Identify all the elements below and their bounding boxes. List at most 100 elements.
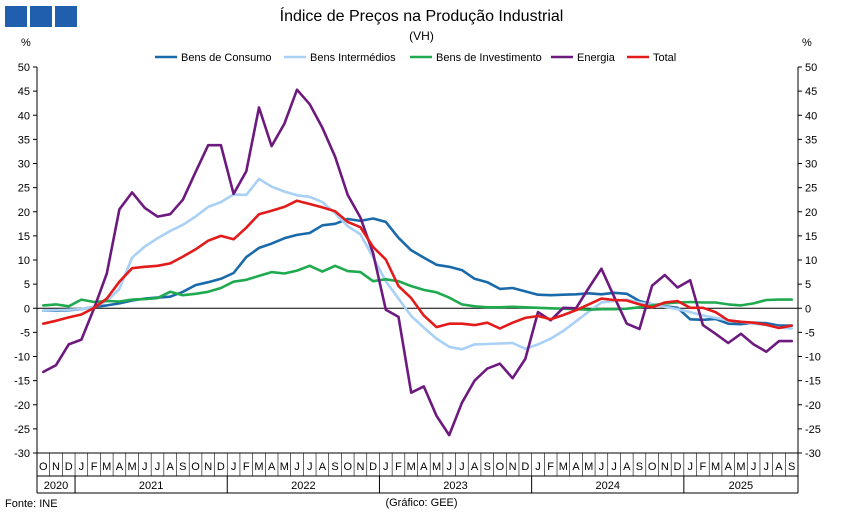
y-tick-label-left: 0 bbox=[24, 303, 30, 315]
year-label: 2022 bbox=[291, 480, 315, 492]
y-tick-label-right: 15 bbox=[805, 231, 817, 243]
y-tick-label-right: 10 bbox=[805, 255, 817, 267]
month-label: D bbox=[217, 461, 225, 473]
month-label: N bbox=[204, 461, 212, 473]
month-label: S bbox=[484, 461, 491, 473]
month-label: J bbox=[751, 461, 757, 473]
month-label: O bbox=[343, 461, 352, 473]
month-label: M bbox=[407, 461, 416, 473]
month-label: J bbox=[459, 461, 465, 473]
month-label: A bbox=[725, 461, 733, 473]
legend-label: Total bbox=[653, 52, 676, 64]
y-tick-label-left: -5 bbox=[20, 327, 30, 339]
y-tick-label-left: 10 bbox=[18, 255, 30, 267]
month-label: M bbox=[432, 461, 441, 473]
legend-label: Bens de Investimento bbox=[436, 52, 542, 64]
year-label: 2021 bbox=[139, 480, 163, 492]
month-label: M bbox=[128, 461, 137, 473]
legend-label: Energia bbox=[577, 52, 616, 64]
y-axis-unit-left: % bbox=[21, 37, 31, 49]
y-tick-label-right: -20 bbox=[805, 400, 821, 412]
chart-subtitle: (VH) bbox=[409, 29, 434, 43]
y-tick-label-right: 25 bbox=[805, 183, 817, 195]
y-tick-label-right: -5 bbox=[805, 327, 815, 339]
month-label: J bbox=[687, 461, 693, 473]
month-label: J bbox=[307, 461, 313, 473]
month-label: A bbox=[116, 461, 124, 473]
month-label: M bbox=[736, 461, 745, 473]
series-line-bens-intermédios bbox=[41, 177, 794, 351]
logo-block bbox=[55, 6, 77, 27]
year-label: 2025 bbox=[729, 480, 753, 492]
y-tick-label-left: 45 bbox=[18, 86, 30, 98]
y-tick-label-right: 50 bbox=[805, 62, 817, 74]
y-tick-label-right: -10 bbox=[805, 352, 821, 364]
month-label: A bbox=[420, 461, 428, 473]
y-tick-label-right: -30 bbox=[805, 448, 821, 460]
month-label: N bbox=[661, 461, 669, 473]
y-tick-label-left: -10 bbox=[14, 352, 30, 364]
month-label: S bbox=[331, 461, 338, 473]
y-tick-label-left: 20 bbox=[18, 207, 30, 219]
month-label: D bbox=[521, 461, 529, 473]
month-label: S bbox=[788, 461, 795, 473]
y-tick-label-right: 20 bbox=[805, 207, 817, 219]
y-tick-label-left: 5 bbox=[24, 279, 30, 291]
month-label: J bbox=[231, 461, 237, 473]
y-axis-unit-right: % bbox=[802, 37, 812, 49]
month-label: A bbox=[572, 461, 580, 473]
month-label: O bbox=[39, 461, 48, 473]
y-tick-label-right: 35 bbox=[805, 134, 817, 146]
month-label: A bbox=[268, 461, 276, 473]
month-label: M bbox=[254, 461, 263, 473]
month-label: N bbox=[509, 461, 517, 473]
month-label: F bbox=[700, 461, 707, 473]
month-label: O bbox=[496, 461, 505, 473]
y-tick-label-right: -15 bbox=[805, 376, 821, 388]
y-tick-label-left: -30 bbox=[14, 448, 30, 460]
month-label: F bbox=[91, 461, 98, 473]
logo-block bbox=[30, 6, 52, 27]
y-tick-label-left: -15 bbox=[14, 376, 30, 388]
series-line-total bbox=[41, 199, 794, 330]
month-label: A bbox=[471, 461, 479, 473]
month-label: A bbox=[167, 461, 175, 473]
month-label: D bbox=[674, 461, 682, 473]
year-label: 2020 bbox=[44, 480, 68, 492]
month-label: N bbox=[52, 461, 60, 473]
y-tick-label-right: -25 bbox=[805, 424, 821, 436]
month-label: M bbox=[559, 461, 568, 473]
y-tick-label-left: 50 bbox=[18, 62, 30, 74]
month-label: F bbox=[243, 461, 250, 473]
month-label: S bbox=[179, 461, 186, 473]
month-label: M bbox=[280, 461, 289, 473]
month-label: S bbox=[636, 461, 643, 473]
year-label: 2023 bbox=[443, 480, 467, 492]
month-label: O bbox=[191, 461, 200, 473]
month-label: J bbox=[611, 461, 617, 473]
chart-title: Índice de Preços na Produção Industrial bbox=[279, 8, 564, 25]
y-tick-label-right: 40 bbox=[805, 110, 817, 122]
source-note: Fonte: INE bbox=[5, 498, 58, 510]
month-label: M bbox=[102, 461, 111, 473]
chart-credit: (Gráfico: GEE) bbox=[385, 497, 458, 509]
y-tick-label-right: 30 bbox=[805, 159, 817, 171]
y-tick-label-left: 40 bbox=[18, 110, 30, 122]
month-label: J bbox=[294, 461, 300, 473]
month-label: M bbox=[711, 461, 720, 473]
month-label: J bbox=[446, 461, 452, 473]
legend-label: Bens de Consumo bbox=[181, 52, 272, 64]
month-label: O bbox=[648, 461, 657, 473]
month-label: D bbox=[65, 461, 73, 473]
year-label: 2024 bbox=[596, 480, 620, 492]
month-label: J bbox=[79, 461, 85, 473]
month-label: D bbox=[369, 461, 377, 473]
month-label: J bbox=[599, 461, 605, 473]
y-tick-label-left: 35 bbox=[18, 134, 30, 146]
y-tick-label-right: 0 bbox=[805, 303, 811, 315]
month-label: A bbox=[319, 461, 327, 473]
month-label: J bbox=[535, 461, 541, 473]
y-tick-label-left: 30 bbox=[18, 159, 30, 171]
month-label: J bbox=[142, 461, 148, 473]
